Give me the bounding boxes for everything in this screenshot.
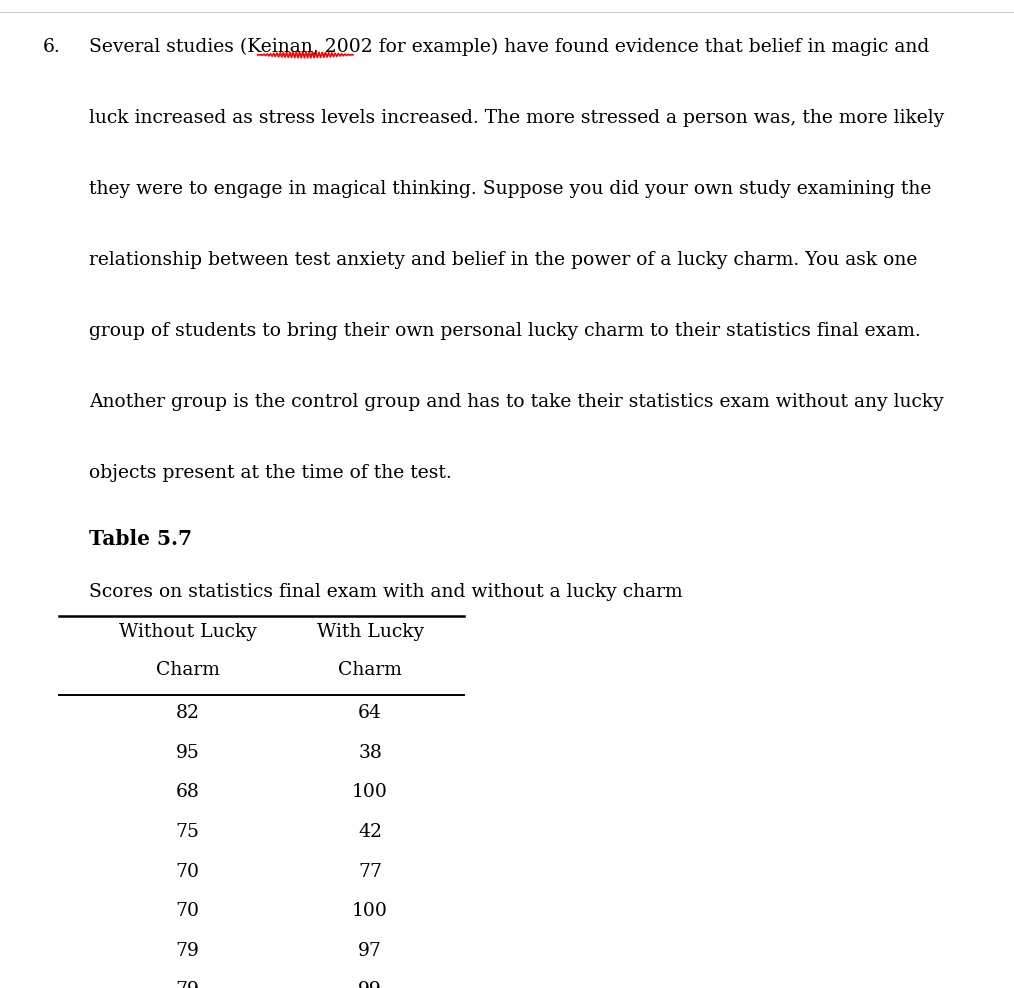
- Text: 64: 64: [358, 704, 382, 722]
- Text: 75: 75: [175, 823, 200, 841]
- Text: Another group is the control group and has to take their statistics exam without: Another group is the control group and h…: [89, 393, 944, 411]
- Text: Charm: Charm: [339, 661, 402, 679]
- Text: luck increased as stress levels increased. The more stressed a person was, the m: luck increased as stress levels increase…: [89, 109, 944, 126]
- Text: 97: 97: [358, 942, 382, 959]
- Text: With Lucky: With Lucky: [316, 623, 424, 641]
- Text: 77: 77: [358, 863, 382, 880]
- Text: 68: 68: [175, 783, 200, 801]
- Text: group of students to bring their own personal lucky charm to their statistics fi: group of students to bring their own per…: [89, 322, 921, 340]
- Text: relationship between test anxiety and belief in the power of a lucky charm. You : relationship between test anxiety and be…: [89, 251, 918, 269]
- Text: 95: 95: [175, 744, 200, 762]
- Text: Charm: Charm: [156, 661, 219, 679]
- Text: 82: 82: [175, 704, 200, 722]
- Text: they were to engage in magical thinking. Suppose you did your own study examinin: they were to engage in magical thinking.…: [89, 180, 932, 198]
- Text: 99: 99: [358, 981, 382, 988]
- Text: 42: 42: [358, 823, 382, 841]
- Text: 100: 100: [352, 783, 388, 801]
- Text: 70: 70: [175, 863, 200, 880]
- Text: Scores on statistics final exam with and without a lucky charm: Scores on statistics final exam with and…: [89, 583, 682, 601]
- Text: 38: 38: [358, 744, 382, 762]
- Text: Table 5.7: Table 5.7: [89, 529, 193, 548]
- Text: 79: 79: [175, 942, 200, 959]
- Text: objects present at the time of the test.: objects present at the time of the test.: [89, 464, 452, 482]
- Text: Without Lucky: Without Lucky: [119, 623, 257, 641]
- Text: 6.: 6.: [43, 38, 61, 55]
- Text: 70: 70: [175, 902, 200, 920]
- Text: Several studies (Keinan, 2002 for example) have found evidence that belief in ma: Several studies (Keinan, 2002 for exampl…: [89, 38, 930, 55]
- Text: 79: 79: [175, 981, 200, 988]
- Text: 100: 100: [352, 902, 388, 920]
